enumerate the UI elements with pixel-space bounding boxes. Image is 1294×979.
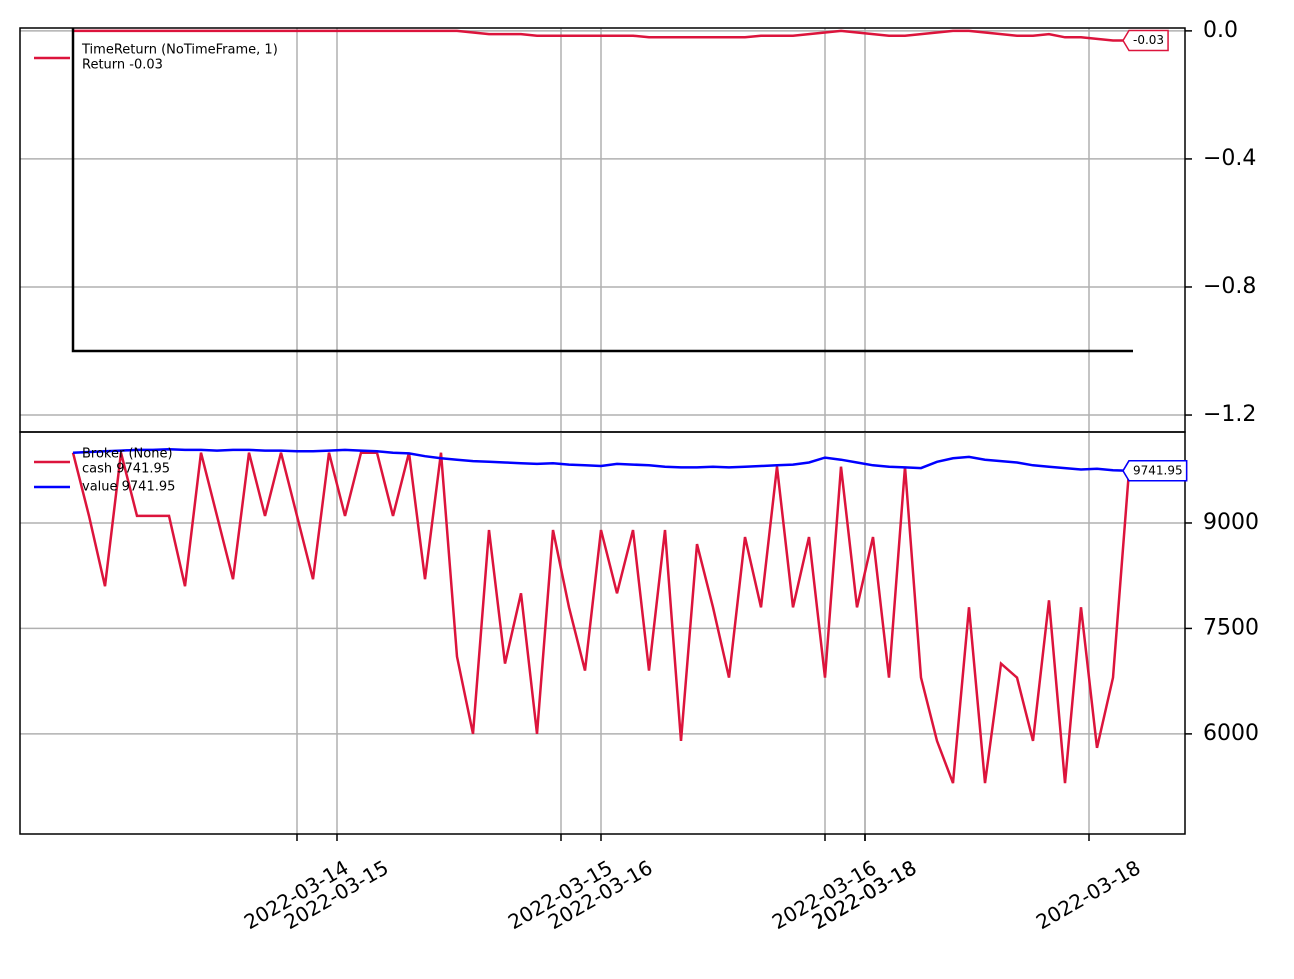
axes-frame bbox=[19, 27, 1186, 433]
value-tag bbox=[1122, 29, 1169, 52]
value-label: 9741.95 bbox=[1133, 463, 1183, 477]
legend-label: value 9741.95 bbox=[82, 480, 175, 495]
series-line bbox=[71, 451, 1131, 784]
series-line bbox=[71, 28, 1133, 353]
series-line bbox=[73, 29, 1129, 42]
y-tick-label: 9000 bbox=[1203, 510, 1259, 535]
legend-title: Broker (None) bbox=[82, 447, 173, 462]
y-tick-label: −1.2 bbox=[1203, 402, 1256, 427]
y-tick-label: 0.0 bbox=[1203, 18, 1238, 43]
y-tick-label: 6000 bbox=[1203, 721, 1259, 746]
y-tick-label: −0.4 bbox=[1203, 146, 1256, 171]
value-label: -0.03 bbox=[1133, 33, 1164, 47]
series-line bbox=[72, 447, 1130, 473]
x-tick-label: 2022-03-18 bbox=[1032, 855, 1145, 934]
legend-label: Return -0.03 bbox=[82, 58, 163, 73]
y-tick-label: −0.8 bbox=[1203, 274, 1256, 299]
legend-label: cash 9741.95 bbox=[82, 462, 170, 477]
y-tick-label: 7500 bbox=[1203, 615, 1259, 640]
value-tag bbox=[1122, 460, 1188, 482]
legend-title: TimeReturn (NoTimeFrame, 1) bbox=[81, 43, 278, 58]
axes-frame bbox=[19, 431, 1186, 835]
